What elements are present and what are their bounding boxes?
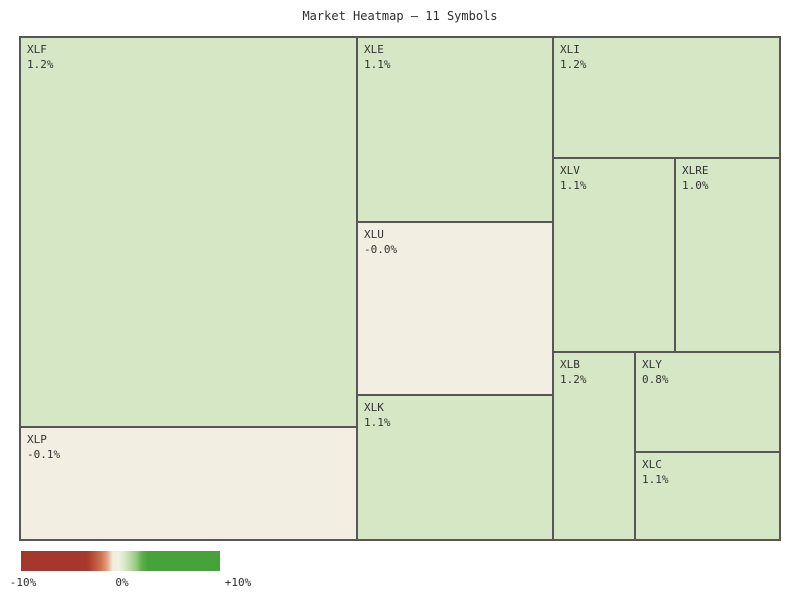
treemap-cell-xlk: XLK 1.1% — [358, 396, 552, 539]
treemap-cell-xly: XLY 0.8% — [636, 353, 779, 451]
cell-symbol: XLI — [560, 43, 580, 56]
cell-change: 1.1% — [364, 58, 391, 71]
colorbar — [21, 551, 220, 571]
colorbar-legend: -10% 0% +10% — [0, 549, 320, 600]
cell-change: 1.2% — [560, 58, 587, 71]
cell-symbol: XLC — [642, 458, 662, 471]
cell-symbol: XLY — [642, 358, 662, 371]
cell-symbol: XLP — [27, 433, 47, 446]
cell-symbol: XLU — [364, 228, 384, 241]
treemap-cell-xlp: XLP -0.1% — [21, 428, 356, 539]
cell-change: 1.2% — [560, 373, 587, 386]
chart-title: Market Heatmap – 11 Symbols — [302, 9, 498, 23]
cell-symbol: XLV — [560, 164, 580, 177]
cell-change: -0.0% — [364, 243, 398, 256]
cell-symbol: XLE — [364, 43, 384, 56]
colorbar-max-label: +10% — [224, 576, 252, 589]
colorbar-mid-label: 0% — [115, 576, 129, 589]
cell-change: 1.1% — [364, 416, 391, 429]
cell-change: 1.1% — [560, 179, 587, 192]
treemap-cell-xli: XLI 1.2% — [554, 38, 779, 157]
treemap-cell-xlv: XLV 1.1% — [554, 159, 674, 351]
cell-change: 0.8% — [642, 373, 669, 386]
cell-symbol: XLRE — [682, 164, 709, 177]
treemap-cell-xle: XLE 1.1% — [358, 38, 552, 221]
treemap-cell-xlre: XLRE 1.0% — [676, 159, 779, 351]
cell-symbol: XLB — [560, 358, 580, 371]
treemap-cell-xlf: XLF 1.2% — [21, 38, 356, 426]
cell-change: -0.1% — [27, 448, 61, 461]
colorbar-min-label: -10% — [9, 576, 37, 589]
treemap: XLF 1.2% XLP -0.1% XLE 1.1% XLU -0.0% XLK 1.1% XLI… — [19, 36, 781, 541]
cell-symbol: XLK — [364, 401, 384, 414]
cell-symbol: XLF — [27, 43, 47, 56]
cell-change: 1.0% — [682, 179, 709, 192]
cell-change: 1.2% — [27, 58, 54, 71]
treemap-cell-xlu: XLU -0.0% — [358, 223, 552, 394]
cell-change: 1.1% — [642, 473, 669, 486]
treemap-cell-xlb: XLB 1.2% — [554, 353, 634, 539]
treemap-cell-xlc: XLC 1.1% — [636, 453, 779, 539]
